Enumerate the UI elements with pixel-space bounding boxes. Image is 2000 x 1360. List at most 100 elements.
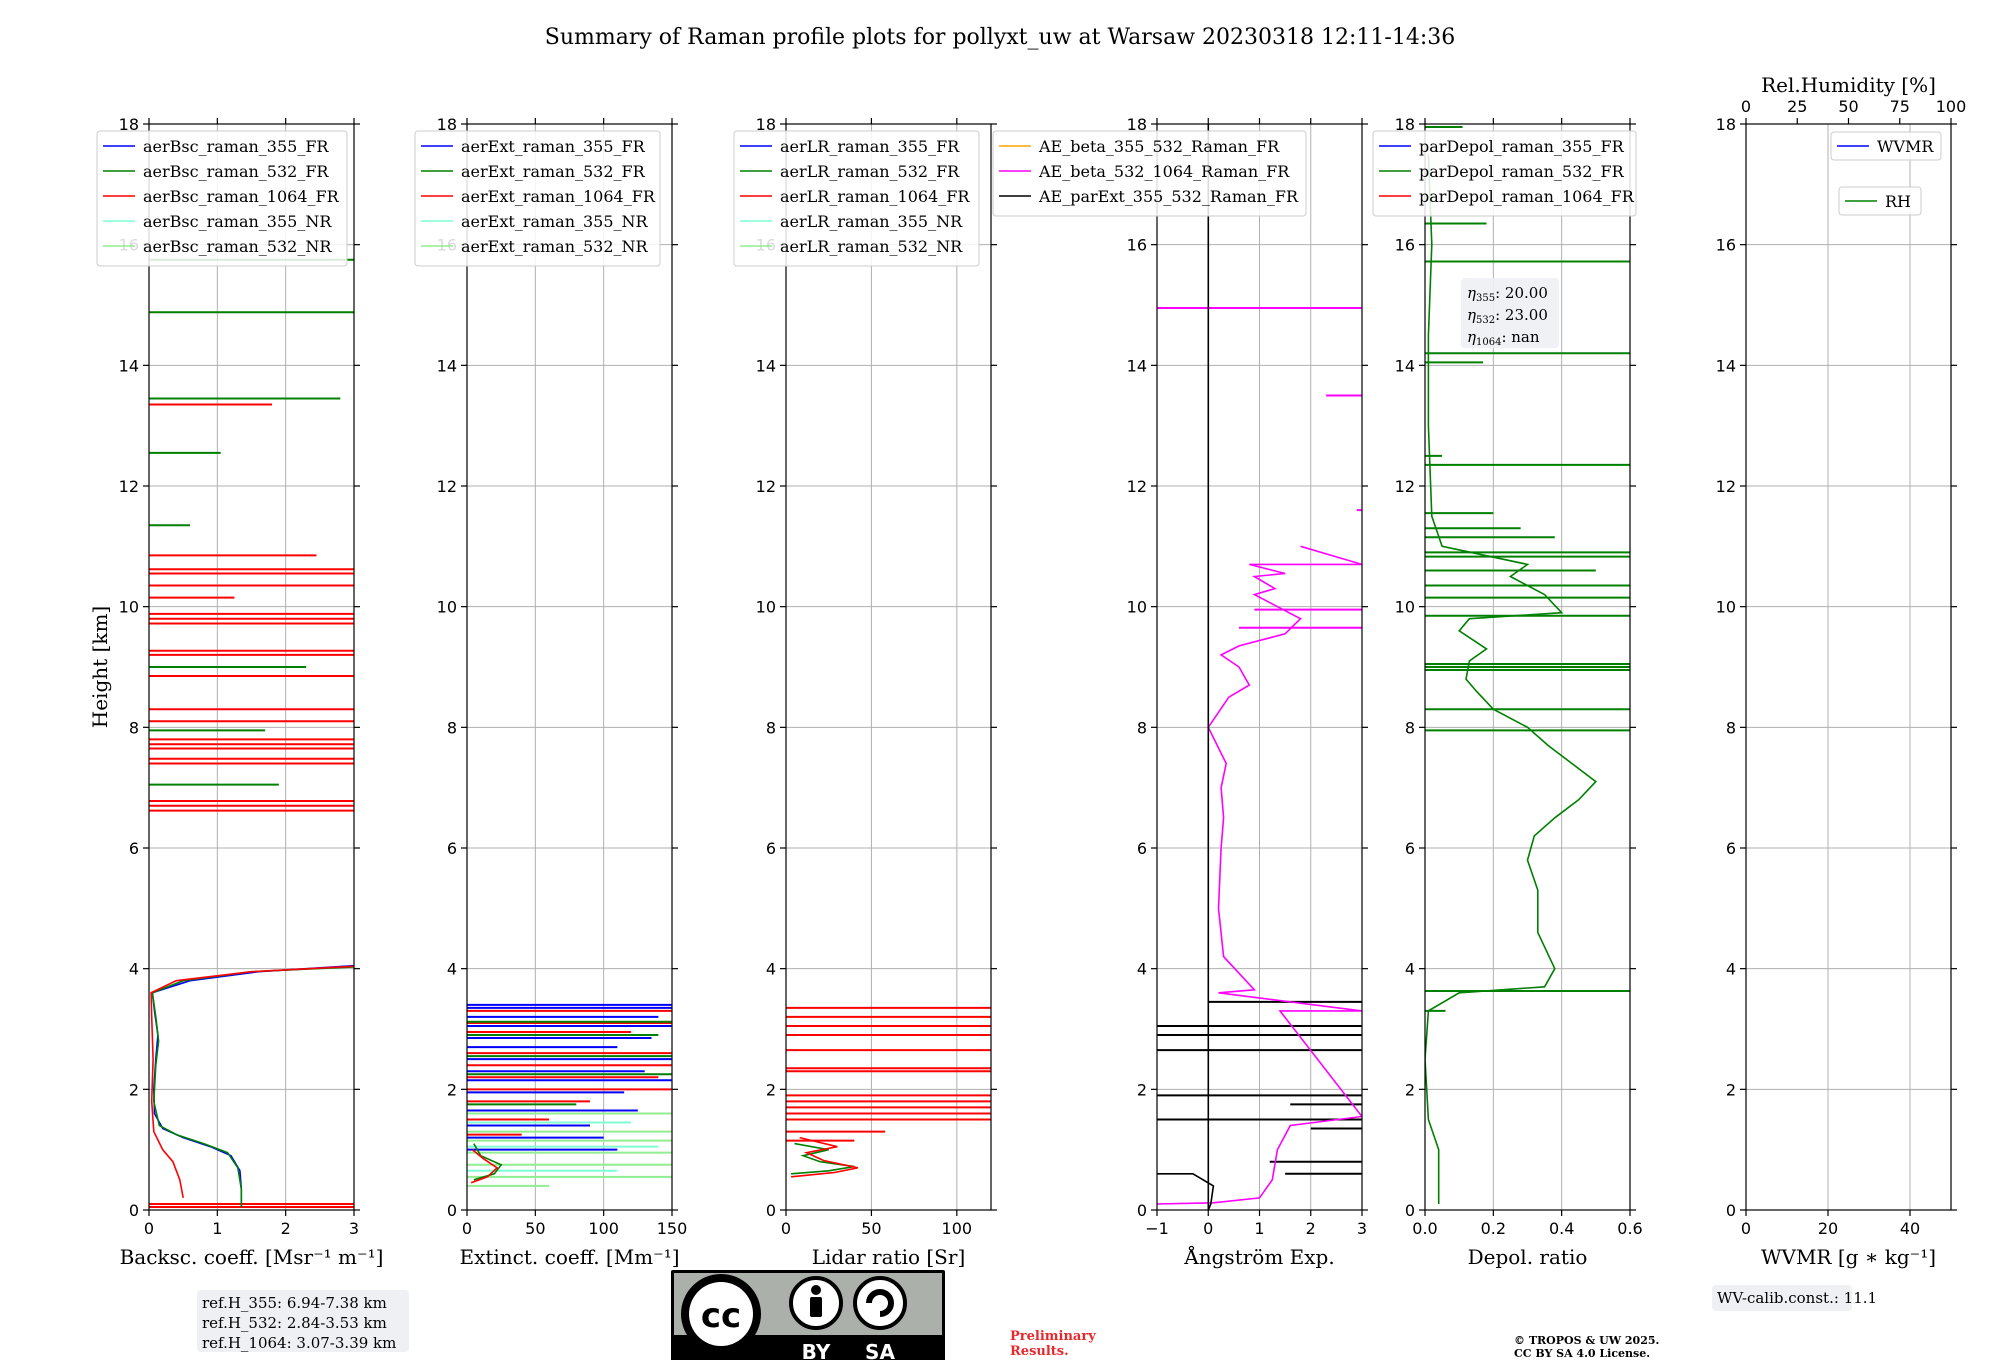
legend-box xyxy=(1372,130,1637,217)
y-tick-label: 2 xyxy=(766,1080,776,1099)
legend: AE_beta_355_532_Raman_FR AE_beta_532_1064… xyxy=(992,130,1307,217)
legend: aerLR_raman_355_FR aerLR_raman_532_FR aerL… xyxy=(733,130,980,267)
y-tick-label: 2 xyxy=(129,1080,139,1099)
y-tick-label: 16 xyxy=(1716,236,1736,255)
info-line: ref.H_532: 2.84-3.53 km xyxy=(202,1314,387,1332)
y-tick-label: 2 xyxy=(1137,1080,1147,1099)
legend-entry: parDepol_raman_532_FR xyxy=(1419,162,1625,181)
info-line: ref.H_1064: 3.07-3.39 km xyxy=(202,1334,396,1352)
legend-box xyxy=(992,130,1307,217)
x-tick-label: 3 xyxy=(1357,1219,1367,1238)
y-tick-label: 6 xyxy=(447,839,457,858)
y-tick-label: 2 xyxy=(1726,1080,1736,1099)
legend-entry: AE_beta_355_532_Raman_FR xyxy=(1038,137,1280,156)
y-tick-label: 0 xyxy=(129,1201,139,1220)
legend: aerExt_raman_355_FR aerExt_raman_532_FRae… xyxy=(414,130,661,267)
panel-lr: 024681012141618050100Lidar ratio [Sr]aer… xyxy=(733,115,997,1269)
y-tick-label: 14 xyxy=(437,356,457,375)
x-tick-label: −1 xyxy=(1145,1219,1169,1238)
x-tick-label: 20 xyxy=(1818,1219,1838,1238)
y-tick-label: 18 xyxy=(1716,115,1736,134)
x-tick-label: 100 xyxy=(588,1219,619,1238)
panel-bsc: 0246810121416180123Backsc. coeff. [Msr⁻¹… xyxy=(88,115,409,1352)
y-tick-label: 8 xyxy=(447,718,457,737)
x-tick-label: 0 xyxy=(781,1219,791,1238)
y-tick-label: 18 xyxy=(1395,115,1415,134)
x-tick-label: 50 xyxy=(861,1219,881,1238)
x-tick-label: 1 xyxy=(1254,1219,1264,1238)
y-tick-label: 10 xyxy=(119,598,139,617)
y-tick-label: 10 xyxy=(1395,598,1415,617)
y-tick-label: 2 xyxy=(447,1080,457,1099)
x-axis-label: Depol. ratio xyxy=(1468,1245,1588,1269)
legend-entry: parDepol_raman_1064_FR xyxy=(1419,187,1635,206)
ticks xyxy=(1151,118,1368,1216)
data-layer xyxy=(149,258,354,1208)
cc-icon-inner xyxy=(689,1282,753,1346)
panel-wv: 0 2 4 6 8 10 12 14 16 18 0 20 40 WVMR [g ∗ kg⁻¹] 0 25 50… xyxy=(1712,73,1966,1311)
y-tick-label: 14 xyxy=(1127,356,1147,375)
series-line-green xyxy=(791,1142,855,1175)
x-axis-label: Ångström Exp. xyxy=(1183,1244,1334,1269)
y-tick-label: 4 xyxy=(766,960,776,979)
y-tick-label: 8 xyxy=(1726,718,1736,737)
copyright-line-2: CC BY SA 4.0 License. xyxy=(1514,1347,1650,1360)
y-tick-label: 0 xyxy=(766,1201,776,1220)
y-tick-label: 8 xyxy=(766,718,776,737)
by-icon-head xyxy=(811,1285,821,1295)
y-tick-label: 4 xyxy=(129,960,139,979)
series-line-blue xyxy=(151,964,354,1207)
x-axis-label: Extinct. coeff. [Mm⁻¹] xyxy=(459,1245,679,1269)
ticks xyxy=(1740,123,1957,1216)
x-tick-label: 2 xyxy=(1306,1219,1316,1238)
y-tick-label: 0 xyxy=(1137,1201,1147,1220)
panels: 0246810121416180123Backsc. coeff. [Msr⁻¹… xyxy=(88,73,1966,1352)
y-tick-label: 18 xyxy=(1127,115,1147,134)
legend-entry: aerExt_raman_355_FR xyxy=(461,137,646,156)
legend: parDepol_raman_355_FR parDepol_raman_532_… xyxy=(1372,130,1637,217)
y-tick-label: 12 xyxy=(756,477,776,496)
y-tick-label: 4 xyxy=(1405,960,1415,979)
sa-icon xyxy=(853,1276,907,1330)
x-axis-label: Lidar ratio [Sr] xyxy=(812,1245,966,1269)
y-tick-label: 0 xyxy=(1405,1201,1415,1220)
x-tick-label: 150 xyxy=(657,1219,688,1238)
top-tick-label: 100 xyxy=(1936,97,1967,116)
top-tick-label: 0 xyxy=(1741,97,1751,116)
y-tick-label: 8 xyxy=(1137,718,1147,737)
y-tick-label: 2 xyxy=(1405,1080,1415,1099)
top-axis-label: Rel.Humidity [%] xyxy=(1761,73,1936,97)
axes-frame xyxy=(466,123,673,1211)
y-tick-label: 14 xyxy=(119,356,139,375)
legend-entry: WVMR xyxy=(1877,137,1934,156)
legend-entry: aerExt_raman_355_NR xyxy=(461,212,649,231)
y-tick-label: 14 xyxy=(756,356,776,375)
legend-entry: AE_beta_532_1064_Raman_FR xyxy=(1038,162,1290,181)
x-tick-label: 50 xyxy=(525,1219,545,1238)
eta-annotation: η1064: nan xyxy=(1467,328,1540,348)
y-tick-label: 18 xyxy=(119,115,139,134)
legend: WVMR RH xyxy=(1830,131,1942,216)
top-tick-label: 75 xyxy=(1890,97,1910,116)
y-tick-label: 10 xyxy=(437,598,457,617)
x-tick-label: 3 xyxy=(349,1219,359,1238)
top-tick-label: 25 xyxy=(1787,97,1807,116)
y-tick-label: 0 xyxy=(447,1201,457,1220)
axes-frame xyxy=(1745,123,1952,1211)
y-tick-label: 4 xyxy=(1726,960,1736,979)
legend-box xyxy=(1830,131,1942,161)
grid xyxy=(785,123,991,1211)
x-tick-label: 40 xyxy=(1900,1219,1920,1238)
cc-by-sa-badge: cc BY SA xyxy=(671,1270,945,1360)
legend-box xyxy=(1838,186,1922,216)
legend-entry: aerExt_raman_1064_FR xyxy=(461,187,656,206)
x-axis-label: Backsc. coeff. [Msr⁻¹ m⁻¹] xyxy=(120,1245,384,1269)
x-axis-label: WVMR [g ∗ kg⁻¹] xyxy=(1761,1245,1936,1269)
series-line-magenta xyxy=(1157,545,1362,1205)
axes-frame xyxy=(785,123,992,1211)
series-line-green xyxy=(151,966,354,1207)
info-box xyxy=(197,1290,409,1352)
legend-entry: aerBsc_raman_532_FR xyxy=(143,162,329,181)
